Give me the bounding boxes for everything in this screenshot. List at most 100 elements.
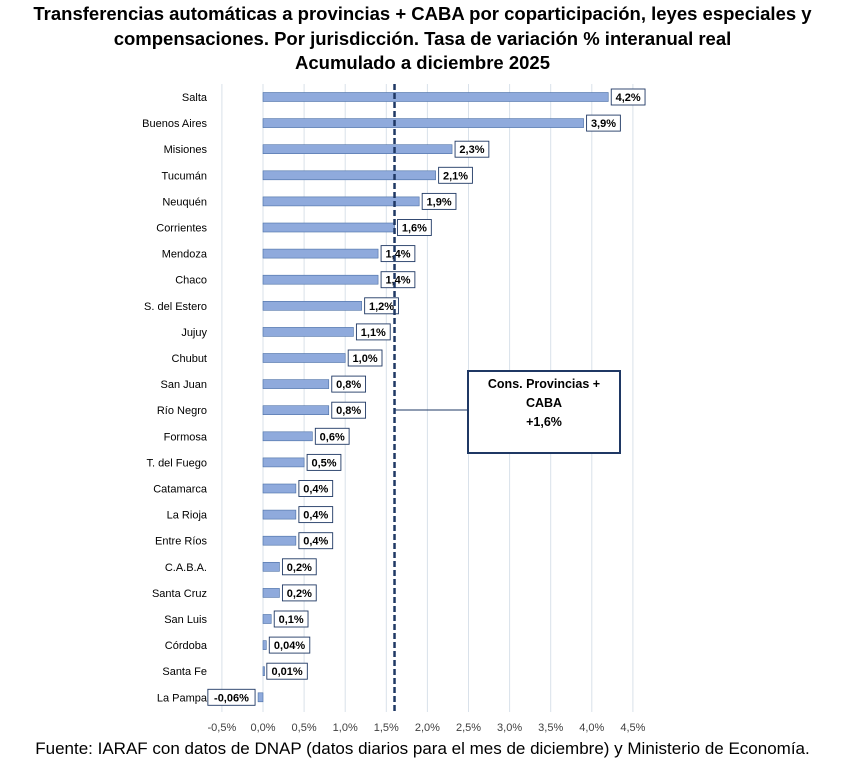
data-label-box	[364, 297, 399, 315]
x-tick-label: -0,5%	[208, 722, 237, 734]
x-tick-label: 4,0%	[579, 722, 604, 734]
data-label: 4,2%	[616, 92, 641, 104]
data-label-box	[331, 375, 367, 393]
category-label: Córdoba	[165, 640, 208, 652]
bar	[262, 431, 313, 442]
category-label: Chubut	[172, 353, 207, 365]
bar	[262, 405, 330, 416]
bar	[262, 666, 265, 677]
data-label: -0,06%	[214, 692, 249, 704]
category-label: Salta	[182, 92, 208, 104]
bar	[262, 222, 395, 233]
bar	[262, 457, 305, 468]
data-label: 0,6%	[320, 431, 345, 443]
x-tick-label: 2,0%	[415, 722, 440, 734]
annotation-line-3: +1,6%	[526, 415, 562, 429]
category-label: Tucumán	[162, 170, 207, 182]
data-label: 0,5%	[311, 457, 336, 469]
annotation-line-2: CABA	[525, 396, 563, 410]
data-label-box	[306, 453, 342, 471]
data-label-box	[610, 88, 646, 106]
category-label: Jujuy	[181, 327, 207, 339]
data-label: 2,3%	[459, 144, 484, 156]
data-label: 0,4%	[303, 510, 328, 522]
data-label: 1,4%	[385, 249, 410, 261]
data-label: 1,2%	[369, 301, 394, 313]
annotation-line-1: Cons. Provincias +	[487, 377, 601, 391]
data-label-box	[298, 480, 334, 497]
category-label: San Juan	[161, 379, 207, 391]
data-label: 1,6%	[402, 223, 427, 235]
data-label-box	[281, 584, 317, 602]
data-label-box	[347, 349, 383, 367]
data-label-box	[331, 401, 367, 419]
data-label: 0,1%	[279, 614, 304, 626]
category-label: S. del Estero	[144, 301, 207, 313]
bar	[262, 379, 330, 389]
category-label: Entre Ríos	[155, 536, 207, 548]
bar	[262, 118, 584, 128]
chart-title: Transferencias automáticas a provincias …	[0, 2, 845, 76]
category-label: Neuquén	[162, 196, 207, 208]
bar	[262, 300, 362, 311]
chart-title-line-2: compensaciones. Por jurisdicción. Tasa d…	[113, 27, 732, 49]
data-label: 3,9%	[591, 118, 616, 130]
data-label-box	[266, 662, 308, 680]
x-tick-label: 1,0%	[333, 722, 358, 734]
source-note: Fuente: IARAF con datos de DNAP (datos d…	[35, 739, 810, 758]
bar	[262, 614, 272, 624]
data-label-box	[298, 532, 334, 550]
data-label-box	[298, 506, 334, 524]
data-label-box	[273, 610, 309, 628]
bar	[262, 274, 379, 285]
bar	[262, 353, 346, 363]
bar	[257, 692, 264, 703]
data-label-box	[380, 271, 416, 289]
category-label: Río Negro	[157, 405, 207, 417]
category-label: C.A.B.A.	[165, 562, 207, 574]
bar	[262, 327, 354, 337]
chart-title-line-3: Acumulado a diciembre 2025	[295, 52, 550, 73]
bar	[262, 640, 267, 650]
average-annotation-box: Cons. Provincias + CABA +1,6%	[467, 370, 621, 454]
bar	[262, 92, 609, 102]
data-label-box	[380, 245, 416, 263]
x-tick-label: 0,0%	[250, 722, 275, 734]
x-tick-label: 1,5%	[374, 722, 399, 734]
bar	[262, 535, 297, 546]
category-label: Formosa	[164, 431, 208, 443]
x-tick-label: 3,5%	[538, 722, 563, 734]
data-label-box	[438, 166, 473, 184]
data-label: 0,2%	[287, 588, 312, 600]
category-label: San Luis	[164, 614, 207, 626]
data-label: 0,01%	[271, 666, 302, 678]
data-label-box	[586, 114, 621, 132]
bar	[262, 196, 420, 207]
data-label: 1,9%	[427, 196, 452, 208]
category-label: La Rioja	[167, 510, 208, 522]
category-label: Corrientes	[156, 223, 207, 235]
data-label: 0,04%	[274, 640, 305, 652]
data-label: 2,1%	[443, 170, 468, 182]
x-tick-label: 0,5%	[292, 722, 317, 734]
data-label: 0,4%	[303, 484, 328, 496]
category-label: Santa Fe	[162, 666, 207, 678]
x-tick-label: 3,0%	[497, 722, 522, 734]
data-label-box	[397, 219, 432, 236]
x-tick-label: 2,5%	[456, 722, 481, 734]
data-label: 0,2%	[287, 562, 312, 574]
data-label-box	[355, 323, 391, 341]
data-label: 1,4%	[385, 275, 410, 287]
x-tick-label: 4,5%	[620, 722, 645, 734]
category-label: Chaco	[175, 275, 207, 287]
chart-title-line-1: Transferencias automáticas a provincias …	[33, 3, 812, 24]
bar	[262, 483, 297, 494]
data-label-box	[314, 427, 350, 445]
data-label-box	[281, 558, 317, 576]
bar	[262, 144, 453, 154]
data-label-box	[421, 192, 457, 210]
category-label: Buenos Aires	[142, 118, 207, 130]
bar	[262, 170, 436, 181]
data-label: 1,1%	[361, 327, 386, 339]
bar	[262, 248, 379, 259]
